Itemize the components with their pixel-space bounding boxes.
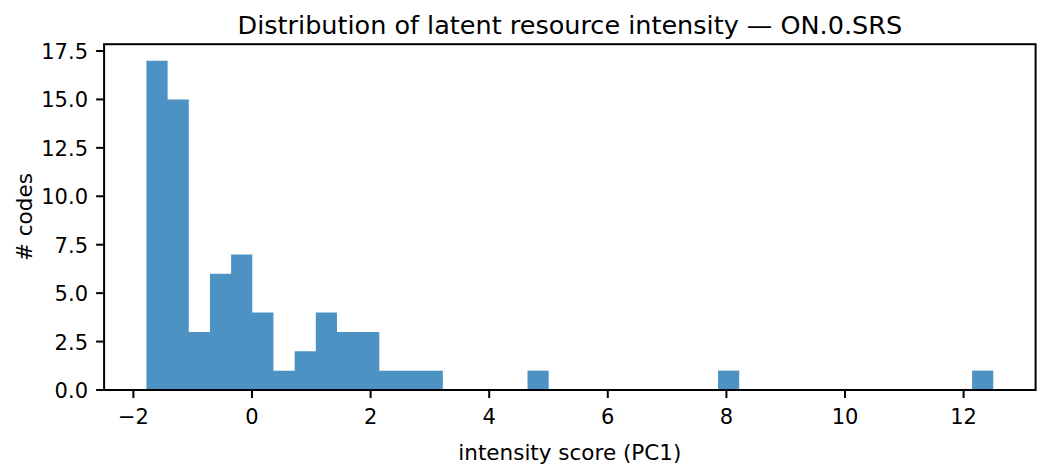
histogram-bar-run: [718, 371, 739, 390]
y-tick-label: 15.0: [41, 88, 88, 112]
x-tick-label: 8: [720, 405, 733, 429]
y-tick-label: 0.0: [55, 379, 88, 403]
chart-title: Distribution of latent resource intensit…: [238, 10, 903, 40]
y-tick-label: 10.0: [41, 185, 88, 209]
histogram-chart: −20246810120.02.55.07.510.012.515.017.5 …: [0, 0, 1049, 470]
x-tick-label: −2: [118, 405, 149, 429]
histogram-bars: [146, 61, 993, 390]
figure: −20246810120.02.55.07.510.012.515.017.5 …: [0, 0, 1049, 470]
x-tick-label: 0: [245, 405, 258, 429]
y-tick-label: 12.5: [41, 137, 88, 161]
x-tick-label: 12: [950, 405, 977, 429]
x-tick-label: 6: [601, 405, 614, 429]
x-tick-label: 10: [832, 405, 859, 429]
histogram-bar-run: [146, 61, 442, 390]
histogram-bar-run: [528, 371, 549, 390]
y-tick-label: 7.5: [55, 234, 88, 258]
y-tick-label: 17.5: [41, 40, 88, 64]
x-axis-label: intensity score (PC1): [458, 440, 681, 465]
x-tick-label: 4: [483, 405, 496, 429]
histogram-bar-run: [972, 371, 993, 390]
x-tick-label: 2: [364, 405, 377, 429]
y-axis-label: # codes: [12, 173, 37, 261]
y-tick-label: 5.0: [55, 282, 88, 306]
y-tick-label: 2.5: [55, 331, 88, 355]
